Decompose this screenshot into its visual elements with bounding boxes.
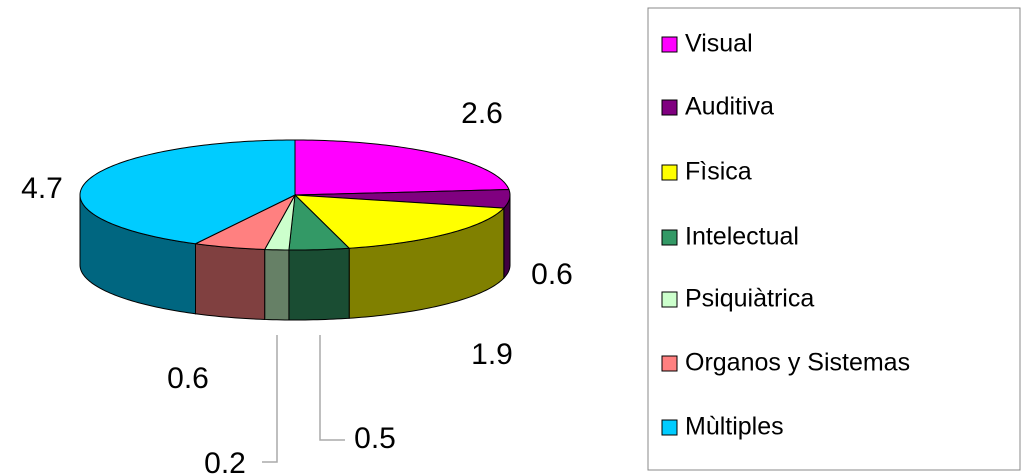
pie-slice — [294, 139, 510, 196]
leader-line — [262, 335, 278, 463]
legend-swatch — [661, 419, 678, 436]
pie-slice — [79, 139, 296, 245]
leader-line — [319, 335, 345, 441]
data-label: 0.2 — [204, 447, 246, 476]
legend-swatch — [661, 36, 678, 53]
data-label: 1.9 — [471, 338, 513, 371]
legend-swatch — [661, 291, 678, 308]
data-label: 0.6 — [531, 258, 573, 291]
legend-swatch — [661, 164, 678, 181]
data-label: 4.7 — [21, 172, 63, 205]
pie-slice — [294, 189, 511, 209]
pie-side — [288, 247, 350, 321]
legend-label: Psiquiàtrica — [685, 285, 814, 313]
legend-label: Mùltiples — [685, 413, 784, 441]
legend-label: Organos y Sistemas — [685, 349, 910, 377]
pie-side — [194, 243, 266, 320]
legend-swatch — [661, 99, 678, 116]
legend-swatch — [661, 355, 678, 372]
legend-swatch — [661, 229, 678, 246]
data-label: 2.6 — [461, 97, 503, 130]
data-label: 0.5 — [354, 422, 396, 455]
legend-label: Visual — [685, 30, 753, 58]
legend-box — [647, 7, 1021, 471]
legend-label: Intelectual — [685, 223, 799, 251]
legend-label: Fìsica — [685, 158, 752, 186]
pie-slice — [193, 193, 297, 250]
pie-slice — [288, 193, 351, 251]
pie-slice — [293, 194, 505, 249]
pie-side — [264, 248, 290, 321]
data-label: 0.6 — [167, 362, 209, 395]
legend-label: Auditiva — [685, 93, 774, 121]
